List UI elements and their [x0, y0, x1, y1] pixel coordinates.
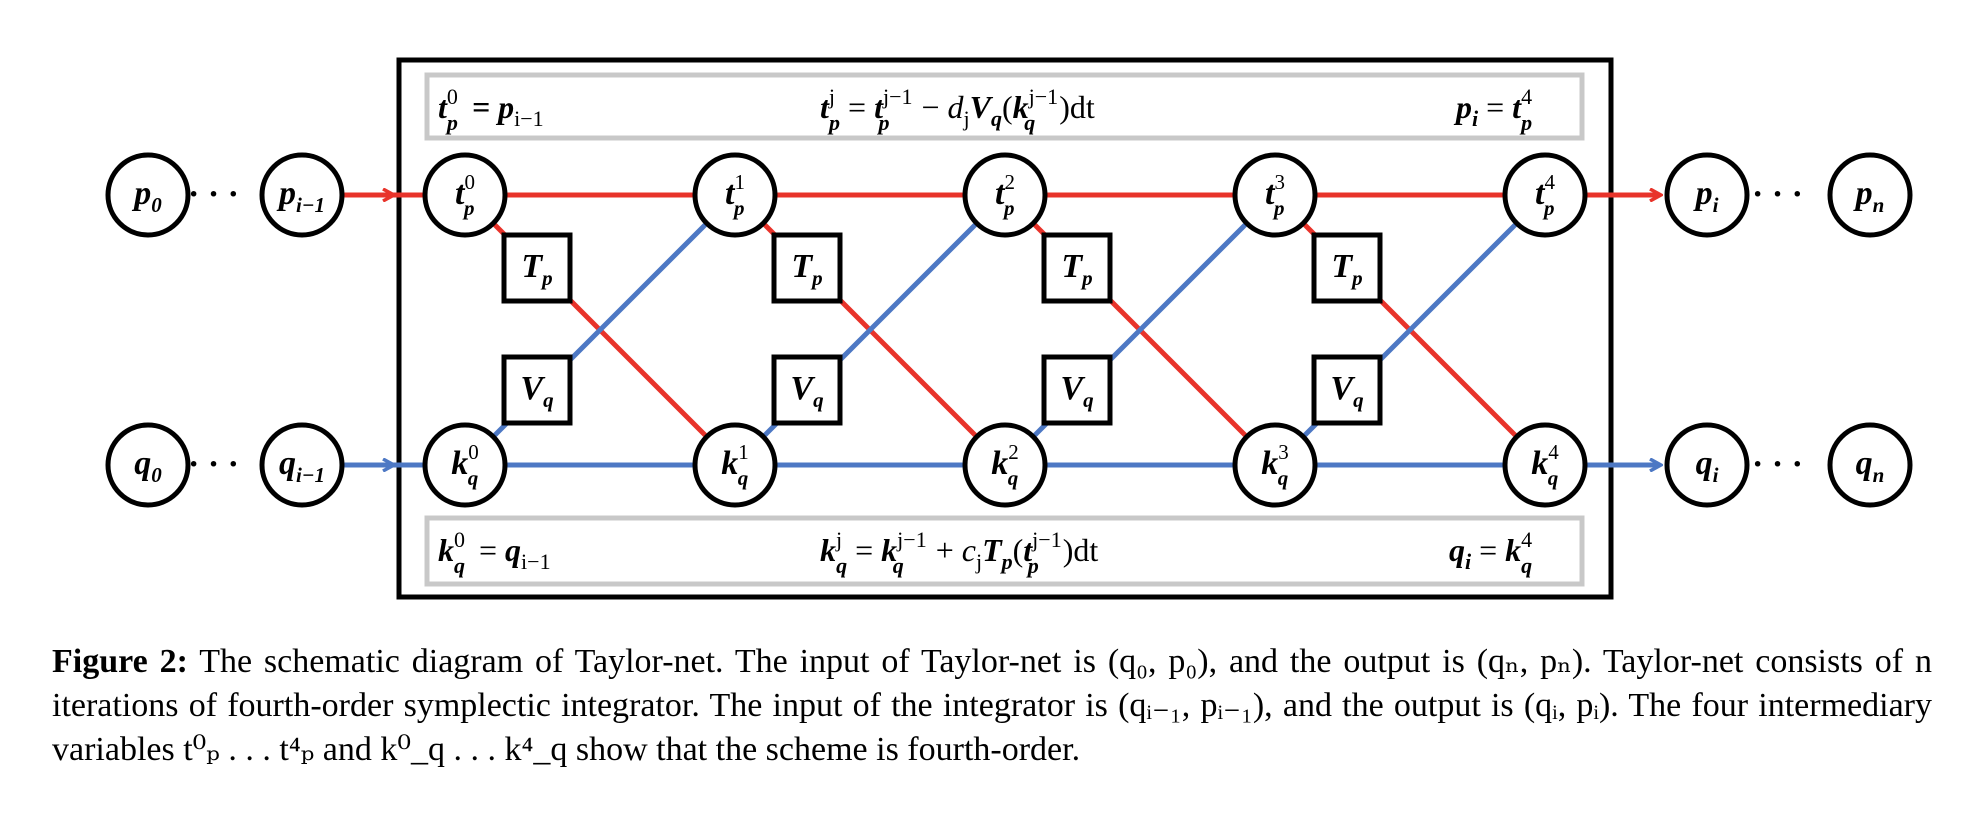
q-node-2-label: qi: [1696, 445, 1719, 487]
vq-box-3: [1311, 354, 1383, 426]
ellipsis-bottom-left: · · ·: [188, 446, 239, 483]
t-node-0-label: t0 p: [455, 170, 475, 220]
k-node-3-circle: [1232, 422, 1318, 508]
t-node-3-circle: [1232, 152, 1318, 238]
vq-box-label-3: Vq: [1330, 370, 1363, 412]
integrator-frame: [396, 57, 1614, 600]
tp-box-0: [501, 232, 573, 304]
p-node-3-circle: [1827, 152, 1913, 238]
vq-box-label-2: Vq: [1060, 370, 1093, 412]
top-equation-box: [424, 72, 1585, 141]
p-node-3-label: pn: [1853, 175, 1885, 217]
k-node-2-circle: [962, 422, 1048, 508]
top-box-right-eq: pi = t4 p: [1453, 84, 1532, 135]
operator-boxes: Tp Vq Tp Vq Tp Vq Tp Vq: [501, 232, 1383, 426]
vq-box-2: [1041, 354, 1113, 426]
q-node-0-label: q0: [134, 445, 162, 487]
ellipsis-top-right: · · ·: [1752, 176, 1803, 213]
t-node-1-label: t1 p: [725, 170, 745, 220]
vq-box-label-1: Vq: [790, 370, 823, 412]
k-node-1-circle: [692, 422, 778, 508]
q-node-3-circle: [1827, 422, 1913, 508]
q-node-2-circle: [1664, 422, 1750, 508]
q-node-1-circle: [259, 422, 345, 508]
caption-text: The schematic diagram of Taylor-net. The…: [52, 643, 1933, 768]
tp-box-label-2: Tp: [1061, 248, 1092, 290]
bottom-box-right-eq: qi = k4 q: [1449, 527, 1532, 578]
p-node-0-circle: [105, 152, 191, 238]
caption-label: Figure 2:: [52, 643, 188, 680]
q-node-3-label: qn: [1856, 445, 1885, 487]
t-node-2-label: t2 p: [995, 170, 1015, 220]
tp-box-1: [771, 232, 843, 304]
top-box-center-eq: tj p = tj−1 p − djVq(kj−1 q)dt: [820, 84, 1095, 135]
bottom-box-left-eq: k0 q = qi−1: [438, 527, 551, 578]
ellipsis-top-left: · · ·: [188, 176, 239, 213]
k-node-1-label: k1 q: [721, 440, 749, 490]
vq-box-label-0: Vq: [520, 370, 553, 412]
nodes: t0 p t1 p t2 p t3 p t4 p k0 q k1 q k2 q k3 q k4 q p0 pi−1 pi pn…: [105, 152, 1913, 508]
q-node-0-circle: [105, 422, 191, 508]
t-node-4-label: t4 p: [1535, 170, 1555, 220]
vq-box-0: [501, 354, 573, 426]
p-node-1-circle: [259, 152, 345, 238]
k-node-3-label: k3 q: [1261, 440, 1289, 490]
tp-box-label-0: Tp: [521, 248, 552, 290]
k-node-4-circle: [1502, 422, 1588, 508]
tp-box-label-3: Tp: [1331, 248, 1362, 290]
top-box-left-eq: t0 p = pi−1: [438, 84, 544, 135]
t-node-3-label: t3 p: [1265, 170, 1285, 220]
k-node-2-label: k2 q: [991, 440, 1019, 490]
t-node-1-circle: [692, 152, 778, 238]
p-node-1-label: pi−1: [276, 175, 325, 217]
tp-box-3: [1311, 232, 1383, 304]
t-node-4-circle: [1502, 152, 1588, 238]
k-node-0-circle: [422, 422, 508, 508]
taylor-net-diagram: t0 p = pi−1 tj p = tj−1 p − djVq(kj−1 q)dt p…: [105, 57, 1913, 600]
p-node-2-label: pi: [1693, 175, 1719, 217]
ellipsis-bottom-right: · · ·: [1752, 446, 1803, 483]
k-node-4-label: k4 q: [1531, 440, 1559, 490]
tp-box-label-1: Tp: [791, 248, 822, 290]
bottom-box-center-eq: kj q = kj−1 q + cjTp(tj−1 p)dt: [820, 527, 1098, 578]
vq-box-1: [771, 354, 843, 426]
k-node-0-label: k0 q: [451, 440, 479, 490]
tp-box-2: [1041, 232, 1113, 304]
q-node-1-label: qi−1: [279, 445, 325, 487]
t-node-2-circle: [962, 152, 1048, 238]
p-node-0-label: p0: [131, 175, 162, 217]
figure-caption: Figure 2: The schematic diagram of Taylo…: [52, 640, 1932, 772]
p-node-2-circle: [1664, 152, 1750, 238]
bottom-equation-box: [424, 515, 1585, 587]
t-node-0-circle: [422, 152, 508, 238]
